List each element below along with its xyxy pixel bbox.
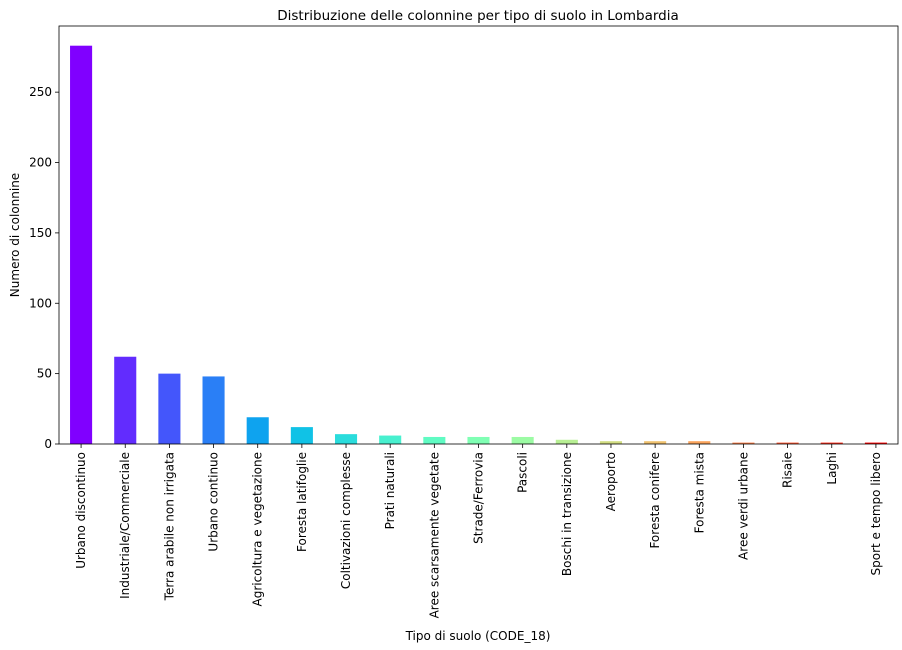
y-tick-label: 0 — [44, 437, 52, 451]
y-tick-label: 50 — [37, 367, 52, 381]
x-tick-label: Urbano discontinuo — [74, 452, 88, 569]
y-tick-label: 250 — [29, 85, 52, 99]
bar — [644, 441, 667, 444]
x-tick-label: Sport e tempo libero — [869, 452, 883, 575]
x-tick-label: Prati naturali — [383, 452, 397, 529]
y-tick-label: 100 — [29, 296, 52, 310]
bar — [423, 436, 446, 444]
x-tick-label: Foresta latifoglie — [295, 452, 309, 552]
y-tick-label: 200 — [29, 156, 52, 170]
x-tick-label: Terra arabile non irrigata — [162, 452, 176, 601]
x-tick-label: Aree scarsamente vegetate — [427, 452, 441, 618]
x-tick-label: Pascoli — [516, 452, 530, 493]
chart-title: Distribuzione delle colonnine per tipo d… — [277, 8, 679, 24]
bar — [202, 376, 225, 444]
y-axis: 0 50 100 150 200 250 — [29, 85, 59, 451]
bar — [820, 442, 843, 444]
x-axis: Urbano discontinuo Industriale/Commercial… — [74, 444, 883, 618]
x-tick-label: Foresta mista — [692, 452, 706, 533]
bar — [467, 436, 490, 444]
x-tick-label: Risaie — [781, 452, 795, 488]
x-tick-label: Agricoltura e vegetazione — [251, 452, 265, 606]
bar — [246, 417, 269, 444]
x-tick-label: Aree verdi urbane — [736, 452, 750, 560]
bar — [864, 442, 887, 444]
x-tick-label: Coltivazioni complesse — [339, 452, 353, 589]
y-tick-label: 150 — [29, 226, 52, 240]
bar — [732, 442, 755, 444]
bar — [334, 434, 358, 444]
bar — [599, 441, 623, 444]
bar — [70, 45, 93, 444]
bar — [688, 441, 711, 444]
x-tick-label: Foresta conifere — [648, 452, 662, 549]
bar — [776, 442, 799, 444]
bar — [511, 436, 534, 444]
bar — [290, 427, 313, 444]
x-axis-label: Tipo di suolo (CODE_18) — [405, 629, 551, 643]
x-tick-label: Strade/Ferrovia — [472, 452, 486, 544]
x-tick-label: Boschi in transizione — [560, 452, 574, 576]
bar — [114, 356, 137, 444]
plot-background — [59, 26, 898, 444]
x-tick-label: Laghi — [825, 452, 839, 485]
y-axis-label: Numero di colonnine — [8, 173, 22, 297]
bar — [555, 439, 578, 444]
x-tick-label: Industriale/Commerciale — [118, 452, 132, 599]
bars-group — [70, 45, 887, 444]
x-tick-label: Aeroporto — [604, 452, 618, 511]
bar — [158, 373, 181, 444]
bar — [379, 435, 402, 444]
x-tick-label: Urbano continuo — [207, 452, 221, 552]
